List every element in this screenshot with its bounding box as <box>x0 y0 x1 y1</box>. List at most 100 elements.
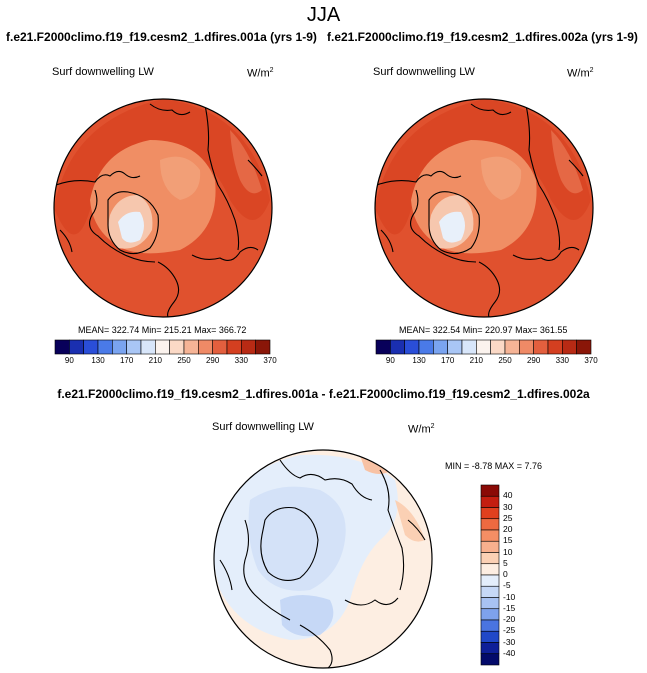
difference-colorbar-tick-label: 10 <box>503 546 513 557</box>
panel-1-polar-map <box>54 99 272 317</box>
panel-2-colorbar-box <box>418 339 434 355</box>
difference-colorbar-tick-label: 20 <box>503 524 513 534</box>
difference-colorbar-tick-label: -5 <box>503 580 511 591</box>
difference-colorbar-box <box>480 585 500 598</box>
panel-2-colorbar-box <box>519 339 534 355</box>
panel-1-colorbar-box <box>97 339 113 355</box>
difference-colorbar-box <box>480 653 500 666</box>
difference-variable-label: Surf downwelling LW <box>212 421 314 433</box>
panel-1-colorbar-box <box>241 339 256 355</box>
difference-colorbar-tick-label: -30 <box>503 636 516 647</box>
panel-1-colorbar-box <box>140 339 156 355</box>
panel-2-colorbar-box <box>404 339 420 355</box>
panel-2-colorbar-box <box>504 339 520 355</box>
difference-colorbar-box <box>480 574 500 587</box>
difference-colorbar-tick-label: 5 <box>503 557 508 568</box>
panel-1-colorbar-tick-label: 170 <box>119 356 134 365</box>
panel-2-colorbar-tick-label: 210 <box>469 356 483 365</box>
difference-colorbar-box <box>480 552 500 565</box>
difference-colorbar-box <box>480 484 500 497</box>
difference-coastlines <box>219 454 426 668</box>
panel-2-colorbar-box <box>433 339 448 355</box>
panel-1-colorbar-tick-label: 130 <box>91 356 105 365</box>
difference-colorbar <box>480 484 500 666</box>
difference-polar-map <box>214 450 432 668</box>
panel-1-colorbar-box <box>54 339 70 355</box>
panel-2-colorbar-box <box>447 339 463 355</box>
panel-2-colorbar-box <box>390 339 405 355</box>
panel-2-units: W/m2 <box>567 67 594 80</box>
panel-2-colorbar-box <box>533 339 549 355</box>
difference-colorbar-tick-label: -25 <box>503 625 516 636</box>
difference-map-border <box>213 449 433 669</box>
difference-colorbar-tick-label: -20 <box>503 614 516 624</box>
difference-colorbar-tick-label: 25 <box>503 512 513 523</box>
difference-title: f.e21.F2000climo.f19_f19.cesm2_1.dfires.… <box>57 387 590 401</box>
panel-2-colorbar-tick-label: 250 <box>498 356 512 365</box>
panel-2-colorbar <box>375 339 592 355</box>
panel-2-colorbar-tick-label: 130 <box>412 356 426 365</box>
panel-2-variable-label: Surf downwelling LW <box>373 66 475 78</box>
difference-colorbar-tick-label: -15 <box>503 602 516 613</box>
panel-1-units: W/m2 <box>247 67 274 80</box>
panel-1-case-title: f.e21.F2000climo.f19_f19.cesm2_1.dfires.… <box>6 30 317 44</box>
difference-colorbar-tick-label: 40 <box>503 490 513 501</box>
panel-1-colorbar-tick-label: 290 <box>205 356 220 365</box>
panel-2-stats: MEAN= 322.54 Min= 220.97 Max= 361.55 <box>399 325 568 335</box>
difference-colorbar-box <box>480 597 500 610</box>
panel-1-colorbar-box <box>212 339 228 355</box>
difference-colorbar-tick-label: 30 <box>503 501 513 512</box>
panel-1-colorbar-box <box>126 339 142 355</box>
difference-colorbar-box <box>480 619 500 632</box>
panel-1-colorbar-box <box>112 339 127 355</box>
difference-colorbar-tick-label: -10 <box>503 591 516 602</box>
difference-colorbar-tick-label: -40 <box>503 647 516 658</box>
panel-1-colorbar-tick-label: 90 <box>64 356 74 365</box>
panel-2-colorbar-tick-label: 170 <box>440 356 455 365</box>
difference-colorbar-box <box>480 540 500 553</box>
panel-1-colorbar <box>54 339 271 355</box>
panel-1-colorbar-tick-label: 250 <box>177 356 191 365</box>
panel-2-colorbar-box <box>562 339 577 355</box>
difference-colorbar-box <box>480 518 500 531</box>
panel-2-colorbar-tick-label: 370 <box>584 356 598 365</box>
panel-2-polar-map <box>375 99 593 317</box>
panel-1-map-border <box>53 98 273 318</box>
panel-1-stats: MEAN= 322.74 Min= 215.21 Max= 366.72 <box>78 325 247 335</box>
panel-1-colorbar-box <box>155 339 170 355</box>
panel-1-colorbar-box <box>198 339 213 355</box>
panel-2-colorbar-box <box>490 339 506 355</box>
panel-2-colorbar-box <box>547 339 563 355</box>
difference-colorbar-tick-label: 15 <box>503 535 513 546</box>
panel-2-colorbar-tick-label: 290 <box>526 356 541 365</box>
panel-2-map-border <box>374 98 594 318</box>
panel-1-colorbar-tick-label: 210 <box>148 356 162 365</box>
panel-2-colorbar-box <box>461 339 477 355</box>
panel-2-colorbar-box <box>576 339 592 355</box>
difference-colorbar-box <box>480 642 500 655</box>
panel-1-colorbar-tick-label: 370 <box>263 356 277 365</box>
panel-2-colorbar-tick-label: 90 <box>385 356 395 365</box>
difference-colorbar-box <box>480 529 500 542</box>
difference-units: W/m2 <box>408 423 435 436</box>
difference-colorbar-box <box>480 608 500 621</box>
panel-1-colorbar-box <box>169 339 185 355</box>
panel-1-colorbar-box <box>69 339 84 355</box>
panel-2-colorbar-box <box>375 339 391 355</box>
panel-1-colorbar-box <box>83 339 99 355</box>
difference-colorbar-tick-label: 0 <box>503 569 508 579</box>
difference-stats: MIN = -8.78 MAX = 7.76 <box>445 461 543 471</box>
panel-1-variable-label: Surf downwelling LW <box>52 66 154 78</box>
panel-1-colorbar-box <box>226 339 242 355</box>
panel-2-case-title: f.e21.F2000climo.f19_f19.cesm2_1.dfires.… <box>327 30 638 44</box>
panel-1-colorbar-box <box>183 339 199 355</box>
difference-colorbar-box <box>480 563 500 576</box>
page-title: JJA <box>306 4 341 26</box>
panel-1-colorbar-box <box>255 339 271 355</box>
difference-colorbar-box <box>480 630 500 643</box>
difference-colorbar-box <box>480 507 500 520</box>
panel-2-colorbar-box <box>476 339 491 355</box>
panel-1-colorbar-tick-label: 330 <box>234 356 248 365</box>
panel-2-colorbar-tick-label: 330 <box>555 356 569 365</box>
